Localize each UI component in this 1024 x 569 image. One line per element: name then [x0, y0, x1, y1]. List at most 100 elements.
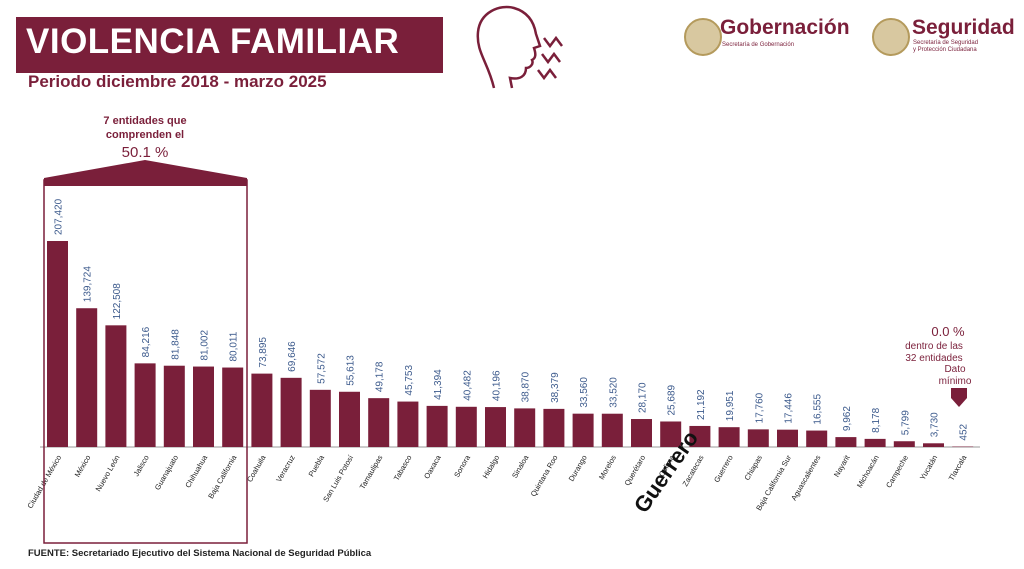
bar [777, 429, 798, 447]
category-label: Campeche [884, 454, 910, 490]
bar-value-label: 139,724 [83, 266, 94, 303]
category-label: Aguascalientes [789, 453, 822, 502]
bar [339, 391, 360, 447]
category-label: Sonora [452, 453, 472, 479]
callout-min-line4: Dato [944, 364, 966, 375]
shouting-head-icon [476, 5, 563, 89]
bar [923, 443, 944, 447]
government-logos: Gobernación Secretaría de Gobernación Se… [680, 14, 1015, 58]
category-label: Coahuila [245, 453, 268, 484]
callout-min-line3: 32 entidades [905, 353, 962, 364]
gobernacion-name: Gobernación [720, 16, 850, 39]
bar-value-label: 33,560 [579, 377, 590, 408]
category-label: Oaxaca [422, 453, 443, 481]
bar-value-label: 73,895 [258, 337, 269, 368]
bar [485, 407, 506, 447]
page-title: VIOLENCIA FAMILIAR [26, 22, 400, 61]
top-group-roof [44, 160, 247, 186]
bar-value-label: 81,848 [170, 329, 181, 360]
seguridad-sub-1: Secretaría de Seguridad [913, 40, 979, 46]
bar-value-label: 41,394 [433, 369, 444, 400]
bar [76, 308, 98, 447]
bar-value-label: 5,799 [900, 410, 911, 435]
category-label: Morelos [597, 453, 618, 481]
seguridad-seal-icon [872, 18, 910, 56]
category-label: Nayarit [832, 453, 852, 479]
category-label: Sinaloa [510, 453, 531, 480]
bar-value-label: 16,555 [813, 394, 824, 425]
gobernacion-sub: Secretaría de Gobernación [722, 42, 795, 48]
category-label: Hidalgo [481, 454, 502, 481]
category-label: Puebla [307, 453, 327, 478]
bar [718, 427, 740, 447]
category-label: Tlaxcala [947, 453, 969, 482]
callout-min-line2: dentro de las [905, 341, 963, 352]
bar [134, 363, 156, 447]
bar-value-label: 25,689 [667, 384, 678, 415]
seguridad-sub-2: y Protección Ciudadana [913, 47, 977, 53]
bar-value-label: 122,508 [112, 283, 123, 320]
bar [455, 406, 477, 447]
bar [572, 413, 594, 447]
bar-value-label: 28,170 [638, 382, 649, 413]
bar [222, 367, 244, 447]
bar-value-label: 57,572 [316, 353, 327, 384]
category-label: Michoacán [855, 454, 881, 490]
bar-value-label: 80,011 [229, 331, 240, 361]
source-note: FUENTE: Secretariado Ejecutivo del Siste… [28, 548, 372, 559]
category-label: Chihuahua [183, 453, 209, 490]
category-label: México [73, 454, 93, 479]
bar-value-label: 3,730 [930, 412, 941, 437]
bar [631, 419, 652, 447]
bar-value-label: 207,420 [54, 198, 65, 235]
bar-value-label: 17,760 [754, 392, 765, 423]
bar-value-label: 19,951 [725, 390, 736, 421]
category-label: Baja California [206, 453, 239, 500]
bar-value-label: 55,613 [346, 355, 357, 386]
bar-value-label: 21,192 [696, 389, 707, 420]
bar [952, 446, 974, 448]
category-label: Nuevo León [94, 454, 122, 494]
bar-value-label: 45,753 [404, 365, 415, 396]
bar-value-label: 33,520 [608, 377, 619, 408]
category-label: Jalisco [132, 454, 151, 478]
page-subtitle: Periodo diciembre 2018 - marzo 2025 [28, 72, 327, 91]
bar [835, 437, 857, 447]
callout-min-line5: mínimo [939, 376, 972, 387]
bar-value-label: 81,002 [200, 330, 211, 361]
callout-top-percent: 50.1 % [122, 144, 169, 161]
bar [105, 325, 127, 447]
bar-value-label: 84,216 [141, 326, 152, 357]
category-label: Guanajuato [153, 454, 180, 492]
bar [543, 408, 565, 447]
bar [251, 373, 273, 447]
bar [426, 405, 448, 447]
category-label: Tabasco [392, 454, 414, 483]
bar [309, 389, 331, 447]
category-label: Veracruz [274, 453, 297, 483]
category-label: Chiapas [742, 453, 764, 482]
bar [660, 421, 682, 447]
bar [864, 438, 886, 447]
bar [193, 366, 214, 447]
bar-value-label: 9,962 [842, 406, 853, 431]
min-arrow-icon [951, 388, 967, 407]
bar-value-label: 17,446 [784, 393, 795, 424]
bar-value-label: 49,178 [375, 361, 386, 392]
bar [893, 441, 915, 447]
bar [368, 398, 390, 447]
category-label: Durango [567, 454, 589, 483]
bar-value-label: 38,870 [521, 371, 532, 402]
category-label: San Luis Potosí [321, 453, 356, 504]
bar-value-label: 452 [959, 423, 970, 440]
bar-value-label: 69,646 [287, 341, 298, 372]
bar-value-label: 38,379 [550, 372, 561, 403]
bar [806, 430, 828, 447]
bar [47, 241, 68, 447]
bar-value-label: 40,482 [462, 370, 473, 401]
gobernacion-seal-icon [684, 18, 722, 56]
seguridad-name: Seguridad [912, 16, 1015, 39]
bar [747, 429, 769, 447]
callout-top-line2: comprenden el [106, 129, 184, 141]
